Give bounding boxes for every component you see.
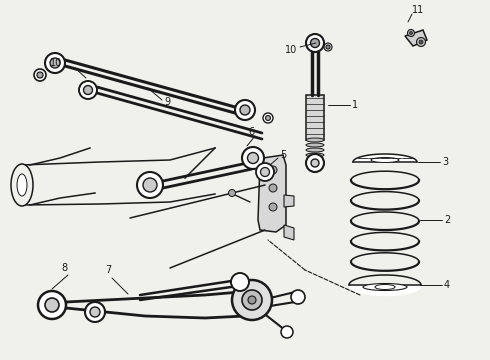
- Text: 6: 6: [248, 127, 254, 137]
- Circle shape: [232, 280, 272, 320]
- Polygon shape: [405, 30, 427, 46]
- Polygon shape: [258, 155, 286, 232]
- Circle shape: [38, 291, 66, 319]
- Circle shape: [37, 72, 43, 78]
- Circle shape: [90, 307, 100, 317]
- Polygon shape: [284, 195, 294, 207]
- Ellipse shape: [375, 284, 395, 289]
- Text: 10: 10: [50, 58, 62, 68]
- Circle shape: [416, 37, 425, 46]
- Circle shape: [228, 189, 236, 197]
- Ellipse shape: [306, 143, 324, 147]
- Circle shape: [306, 34, 324, 52]
- Circle shape: [311, 159, 319, 167]
- Circle shape: [306, 154, 324, 172]
- Text: 8: 8: [61, 263, 67, 273]
- Circle shape: [324, 43, 332, 51]
- Ellipse shape: [363, 284, 407, 291]
- Circle shape: [79, 81, 97, 99]
- Circle shape: [269, 203, 277, 211]
- Ellipse shape: [17, 174, 27, 196]
- Circle shape: [143, 178, 157, 192]
- Text: 4: 4: [444, 280, 450, 290]
- Circle shape: [50, 58, 60, 68]
- Circle shape: [261, 167, 270, 176]
- Circle shape: [326, 45, 330, 49]
- Circle shape: [263, 113, 273, 123]
- Text: 1: 1: [352, 100, 358, 110]
- Text: 10: 10: [285, 45, 297, 55]
- Ellipse shape: [371, 158, 399, 162]
- Circle shape: [256, 163, 274, 181]
- Circle shape: [137, 172, 163, 198]
- Text: 2: 2: [444, 215, 450, 225]
- Circle shape: [85, 302, 105, 322]
- Ellipse shape: [306, 148, 324, 152]
- Circle shape: [231, 273, 249, 291]
- Polygon shape: [284, 225, 294, 240]
- Circle shape: [83, 85, 93, 94]
- Circle shape: [408, 30, 415, 36]
- Circle shape: [34, 69, 46, 81]
- Text: 7: 7: [105, 265, 111, 275]
- Ellipse shape: [306, 138, 324, 142]
- Circle shape: [242, 290, 262, 310]
- Circle shape: [269, 166, 277, 174]
- Circle shape: [45, 53, 65, 73]
- Circle shape: [266, 116, 270, 121]
- Circle shape: [269, 184, 277, 192]
- Text: 11: 11: [412, 5, 424, 15]
- Circle shape: [419, 40, 423, 44]
- Ellipse shape: [11, 164, 33, 206]
- Circle shape: [291, 290, 305, 304]
- Circle shape: [311, 39, 319, 48]
- Circle shape: [235, 100, 255, 120]
- Circle shape: [410, 31, 413, 35]
- Circle shape: [242, 147, 264, 169]
- Circle shape: [281, 326, 293, 338]
- Bar: [306, 95, 324, 140]
- Circle shape: [45, 298, 59, 312]
- Text: 9: 9: [164, 97, 170, 107]
- Text: 3: 3: [442, 157, 448, 167]
- Ellipse shape: [306, 153, 324, 157]
- Text: 5: 5: [280, 150, 286, 160]
- Circle shape: [247, 153, 259, 163]
- Circle shape: [240, 105, 250, 115]
- Circle shape: [248, 296, 256, 304]
